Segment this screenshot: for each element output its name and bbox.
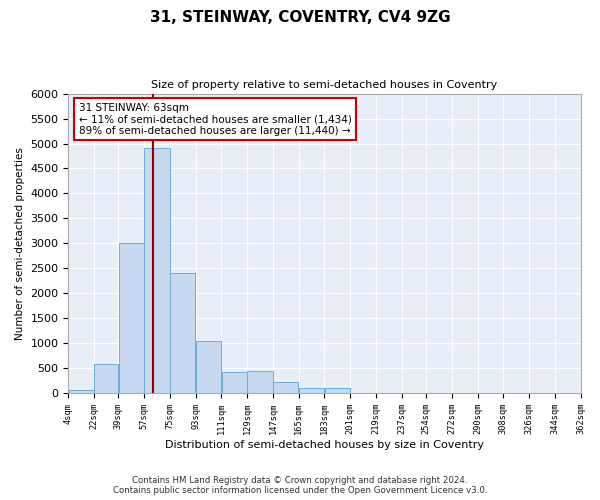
Bar <box>196 341 221 393</box>
Bar <box>273 382 298 393</box>
Y-axis label: Number of semi-detached properties: Number of semi-detached properties <box>15 147 25 340</box>
Bar <box>119 244 144 393</box>
Title: Size of property relative to semi-detached houses in Coventry: Size of property relative to semi-detach… <box>151 80 497 90</box>
Bar <box>222 372 247 393</box>
Bar <box>299 388 324 393</box>
Bar <box>145 148 170 393</box>
Bar <box>94 364 118 393</box>
X-axis label: Distribution of semi-detached houses by size in Coventry: Distribution of semi-detached houses by … <box>165 440 484 450</box>
Bar <box>68 390 94 393</box>
Text: 31 STEINWAY: 63sqm
← 11% of semi-detached houses are smaller (1,434)
89% of semi: 31 STEINWAY: 63sqm ← 11% of semi-detache… <box>79 102 352 136</box>
Bar <box>170 274 196 393</box>
Text: 31, STEINWAY, COVENTRY, CV4 9ZG: 31, STEINWAY, COVENTRY, CV4 9ZG <box>149 10 451 25</box>
Bar <box>247 370 272 393</box>
Bar <box>325 388 350 393</box>
Text: Contains HM Land Registry data © Crown copyright and database right 2024.
Contai: Contains HM Land Registry data © Crown c… <box>113 476 487 495</box>
